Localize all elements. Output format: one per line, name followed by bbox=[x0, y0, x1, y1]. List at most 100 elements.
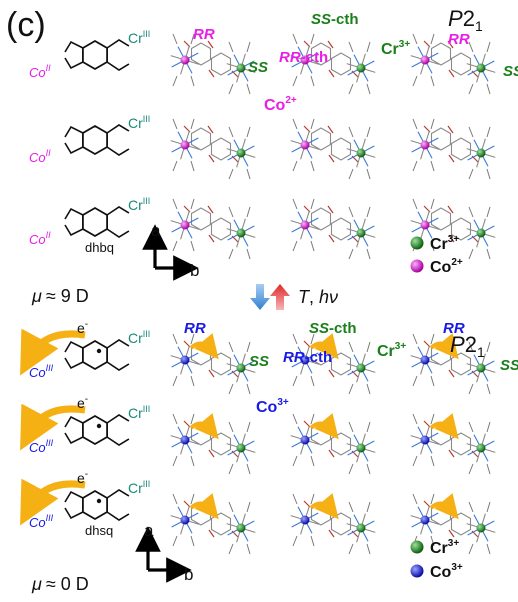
unit-cell-motif bbox=[290, 33, 376, 95]
ligand-ring bbox=[430, 127, 452, 151]
unit-cell-motif bbox=[170, 413, 256, 475]
methyl-group bbox=[468, 126, 491, 180]
co-label: CoIII bbox=[29, 513, 54, 530]
ss-cth-label-top: SS-cth bbox=[311, 11, 359, 28]
ligand-ring bbox=[310, 127, 332, 151]
electron-transfer-arrow bbox=[429, 413, 459, 440]
co-iii-ion bbox=[420, 435, 430, 445]
radical-dot bbox=[96, 423, 102, 429]
rr-cth-label-bottom: RR-cth bbox=[283, 349, 332, 366]
top-ligand-chain: CrIII CoII CrIII CoII CrIII CoII dhbq bbox=[29, 29, 150, 255]
oxygen-bond bbox=[327, 125, 335, 163]
ligand-ring bbox=[330, 137, 352, 161]
top-crystal-packing bbox=[170, 33, 496, 260]
legend-cr-ball-top bbox=[410, 236, 424, 250]
unit-cell-motif bbox=[290, 198, 376, 260]
unit-cell-motif bbox=[290, 333, 376, 395]
cr-ion bbox=[236, 363, 246, 373]
cr-ion bbox=[356, 63, 366, 73]
methyl-group bbox=[348, 501, 371, 555]
cr-chelate bbox=[106, 39, 130, 71]
co-chelate bbox=[64, 415, 84, 445]
quinone-ring bbox=[82, 414, 108, 446]
methyl-group bbox=[292, 118, 315, 172]
bottom-crystal-packing bbox=[170, 333, 496, 555]
co-ii-ion bbox=[180, 140, 190, 150]
ligand-unit: CrIII CoIII e-dhsq bbox=[20, 469, 150, 538]
unit-cell-motif bbox=[170, 118, 256, 180]
cr-ion bbox=[236, 148, 246, 158]
cr-ion bbox=[476, 63, 486, 73]
methyl-group bbox=[412, 33, 435, 87]
methyl-group bbox=[468, 41, 491, 95]
ligand-ring bbox=[190, 207, 212, 231]
ligand-unit: CrIII CoIII e- bbox=[20, 394, 150, 455]
unit-cell-motif bbox=[410, 333, 496, 395]
electron-transfer-arrow bbox=[429, 493, 459, 520]
methyl-group bbox=[348, 126, 371, 180]
electron-transfer-arrow bbox=[189, 333, 219, 360]
methyl-group bbox=[348, 341, 371, 395]
co-chelate bbox=[64, 125, 84, 155]
ligand-ring bbox=[430, 207, 452, 231]
methyl-group bbox=[412, 198, 435, 252]
ligand-ring bbox=[190, 42, 212, 66]
ligand-ring bbox=[450, 137, 472, 161]
conversion-label: T, hν bbox=[298, 287, 338, 307]
quinone-ring bbox=[82, 206, 108, 238]
rr-label-top-left: RR bbox=[193, 26, 215, 43]
co-ii-ion bbox=[420, 55, 430, 65]
methyl-group bbox=[468, 421, 491, 475]
cr-chelate bbox=[106, 124, 130, 156]
unit-cell-motif bbox=[410, 118, 496, 180]
radical-dot bbox=[96, 348, 102, 354]
oxygen-bond bbox=[447, 125, 455, 163]
legend-co-label-top: Co2+ bbox=[430, 257, 463, 276]
cr-label-top: Cr3+ bbox=[381, 39, 410, 58]
electron-label: e- bbox=[77, 469, 88, 486]
bottom-labels: RR SS SS-cth RR-cth Cr3+ Co3+ RR SS bbox=[184, 320, 518, 416]
electron-transfer-arrow bbox=[20, 403, 86, 451]
cr-ion bbox=[236, 228, 246, 238]
cr-ion bbox=[236, 443, 246, 453]
electron-transfer-arrow bbox=[20, 478, 86, 526]
co-iii-ion bbox=[300, 355, 310, 365]
co-iii-ion bbox=[180, 515, 190, 525]
co-iii-ion bbox=[180, 355, 190, 365]
ligand-unit: CrIII CoII bbox=[29, 114, 150, 165]
methyl-group bbox=[412, 413, 435, 467]
oxygen-bond bbox=[207, 125, 215, 163]
methyl-group bbox=[172, 198, 195, 252]
ligand-ring bbox=[210, 217, 232, 241]
cr-ion bbox=[476, 523, 486, 533]
top-labels: RR SS SS-cth RR-cth Cr3+ Co2+ RR SS bbox=[193, 11, 518, 114]
methyl-group bbox=[468, 501, 491, 555]
legend-cr-label-bottom: Cr3+ bbox=[430, 538, 459, 557]
co-ii-ion bbox=[420, 220, 430, 230]
space-group-top: P21 bbox=[448, 6, 483, 34]
ss-cth-label-bottom: SS-cth bbox=[309, 320, 357, 337]
rr-label-bottom-right: RR bbox=[443, 320, 465, 337]
methyl-group bbox=[228, 126, 251, 180]
rr-label-bottom-left: RR bbox=[184, 320, 206, 337]
legend-co-label-bottom: Co3+ bbox=[430, 562, 463, 581]
oxygen-bond bbox=[447, 40, 455, 78]
legend-top: Cr3+ Co2+ bbox=[410, 234, 463, 276]
co-iii-ion bbox=[420, 515, 430, 525]
rr-label-top-right: RR bbox=[448, 31, 470, 48]
methyl-group bbox=[292, 33, 315, 87]
legend-cr-label-top: Cr3+ bbox=[430, 234, 459, 253]
axis-b-label-top: b bbox=[190, 261, 199, 280]
co-iii-ion bbox=[300, 435, 310, 445]
ligand-ring bbox=[310, 207, 332, 231]
unit-cell-motif bbox=[290, 493, 376, 555]
ligand-ring bbox=[310, 42, 332, 66]
co-chelate bbox=[64, 40, 84, 70]
unit-cell-motif bbox=[410, 33, 496, 95]
co-chelate bbox=[64, 490, 84, 520]
methyl-group bbox=[468, 206, 491, 260]
axes-bottom bbox=[135, 526, 192, 583]
electron-transfer-arrow bbox=[309, 413, 339, 440]
quinone-ring bbox=[82, 124, 108, 156]
cr-chelate bbox=[106, 339, 130, 371]
